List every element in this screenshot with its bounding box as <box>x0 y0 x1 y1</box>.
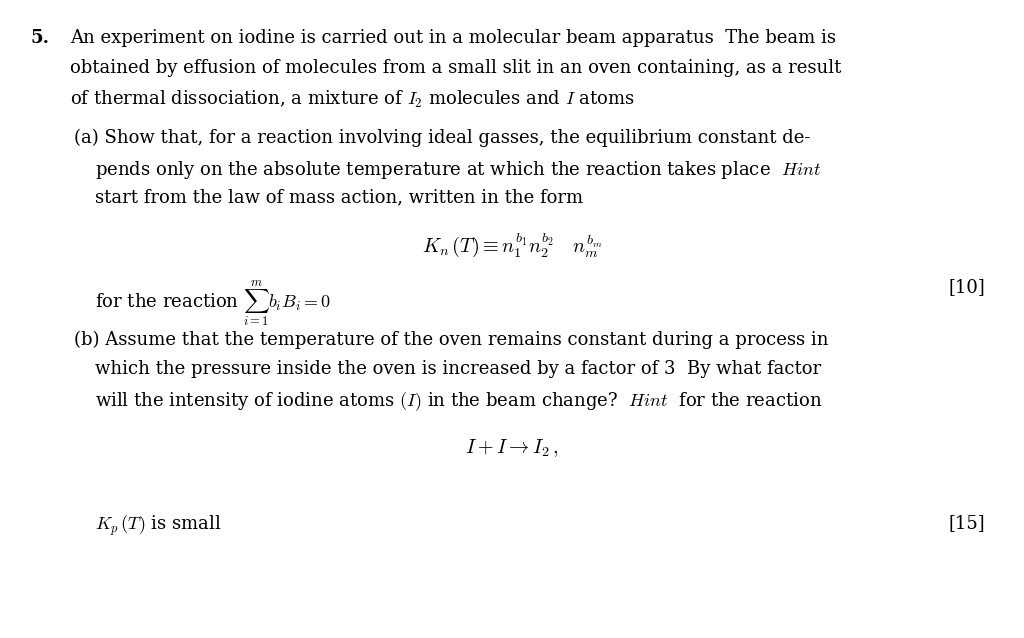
Text: will the intensity of iodine atoms $(I)$ in the beam change?  $\mathit{Hint}$  f: will the intensity of iodine atoms $(I)$… <box>95 390 822 413</box>
Text: obtained by effusion of molecules from a small slit in an oven containing, as a : obtained by effusion of molecules from a… <box>70 59 841 77</box>
Text: An experiment on iodine is carried out in a molecular beam apparatus  The beam i: An experiment on iodine is carried out i… <box>70 29 836 47</box>
Text: (b) Assume that the temperature of the oven remains constant during a process in: (b) Assume that the temperature of the o… <box>74 330 828 349</box>
Text: which the pressure inside the oven is increased by a factor of 3  By what factor: which the pressure inside the oven is in… <box>95 360 821 378</box>
Text: of thermal dissociation, a mixture of $I_2$ molecules and $I$ atoms: of thermal dissociation, a mixture of $I… <box>70 89 635 110</box>
Text: $K_n\,(T) \equiv n_1^{b_1} n_2^{b_2} \quad n_m^{b_m}$: $K_n\,(T) \equiv n_1^{b_1} n_2^{b_2} \qu… <box>422 231 602 258</box>
Text: for the reaction $\sum_{i=1}^{m} b_i B_i = 0$: for the reaction $\sum_{i=1}^{m} b_i B_i… <box>95 278 332 328</box>
Text: [10]: [10] <box>948 278 985 296</box>
Text: 5.: 5. <box>31 29 50 47</box>
Text: pends only on the absolute temperature at which the reaction takes place  $\math: pends only on the absolute temperature a… <box>95 159 821 181</box>
Text: [15]: [15] <box>948 514 985 531</box>
Text: $K_p\,(T)$ is small: $K_p\,(T)$ is small <box>95 514 222 538</box>
Text: (a) Show that, for a reaction involving ideal gasses, the equilibrium constant d: (a) Show that, for a reaction involving … <box>74 129 810 147</box>
Text: start from the law of mass action, written in the form: start from the law of mass action, writt… <box>95 189 584 207</box>
Text: $I + I \rightarrow I_2\,,$: $I + I \rightarrow I_2\,,$ <box>465 437 559 459</box>
